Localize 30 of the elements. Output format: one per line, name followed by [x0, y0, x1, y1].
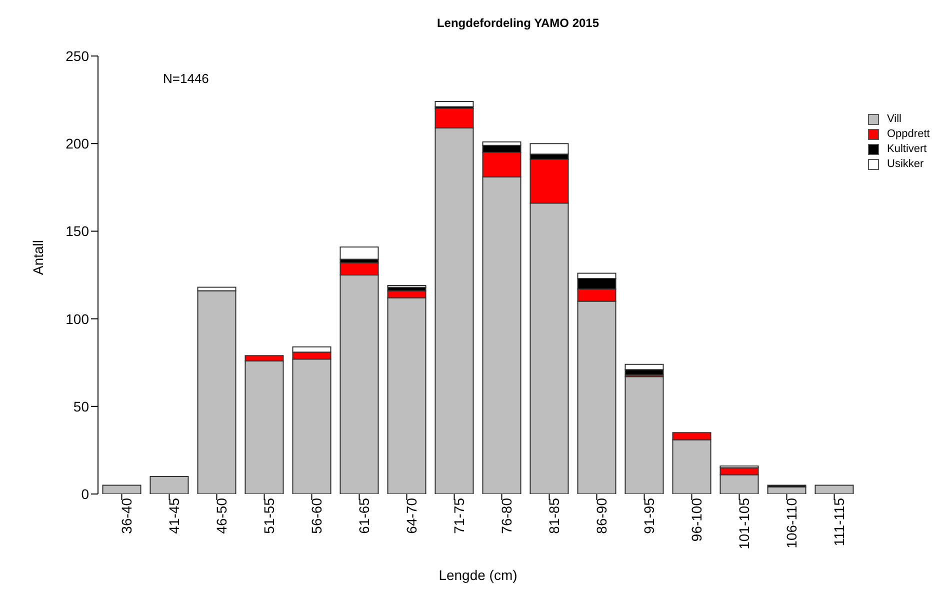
x-tick-label: 46-50	[214, 498, 230, 534]
x-tick-label: 96-100	[688, 498, 705, 542]
x-tick-label: 111-115	[831, 498, 848, 546]
x-tick-label: 36-40	[118, 498, 135, 534]
y-tick-label: 150	[66, 223, 90, 240]
chart-title: Lengdefordeling YAMO 2015	[436, 16, 600, 30]
legend-label: Oppdrett	[887, 127, 930, 142]
text: Usikker	[887, 157, 924, 172]
x-tick-label: 76-80	[498, 498, 515, 534]
x-tick-label: 56-60	[308, 498, 325, 534]
x-tick-label: 61-65	[356, 498, 372, 534]
x-tick-label: 41-45	[166, 498, 182, 534]
x-tick-label: 86-90	[594, 498, 610, 534]
y-tick-label: 250	[66, 48, 90, 64]
y-tick-label: 0	[81, 486, 90, 502]
annotation: N=1446	[163, 71, 209, 86]
x-tick-label: 106-110	[784, 498, 800, 548]
x-axis-title: Lengde (cm)	[438, 567, 518, 583]
legend-label: Kultivert	[887, 142, 927, 157]
legend-label: Vill	[887, 112, 902, 127]
y-axis-title: Antall	[30, 240, 46, 275]
x-tick-label: 81-85	[546, 498, 562, 534]
y-tick-label: 50	[73, 398, 90, 414]
x-tick-label: 91-95	[641, 498, 658, 534]
x-tick-label: 71-75	[451, 498, 468, 534]
y-tick-label: 100	[66, 310, 90, 327]
y-tick-label: 200	[66, 136, 90, 152]
x-tick-label: 51-55	[261, 498, 278, 534]
x-tick-label: 101-105	[736, 498, 752, 550]
x-tick-label: 64-70	[404, 498, 420, 534]
